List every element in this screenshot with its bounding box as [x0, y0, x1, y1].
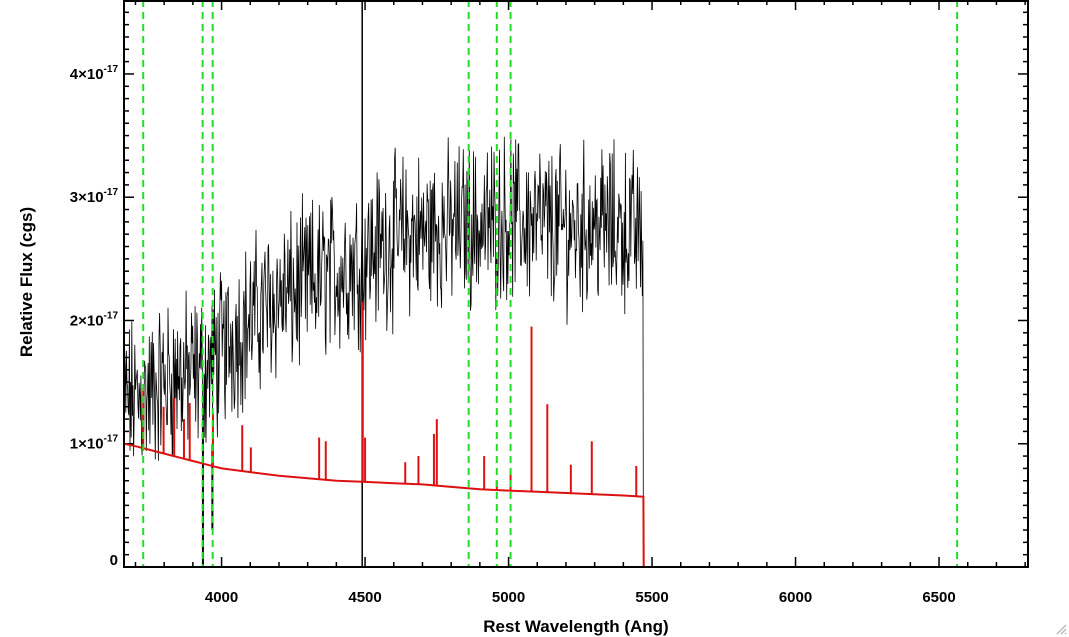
axis-ticks: [124, 0, 1028, 568]
y-tick-label: 3×10-17: [70, 187, 119, 206]
x-axis-label: Rest Wavelength (Ang): [483, 617, 668, 636]
y-tick-label: 1×10-17: [70, 434, 119, 453]
x-tick-labels: 4000 4500 5000 5500 6000 6500: [205, 589, 956, 606]
y-tick-labels: 0 1×10-17 2×10-17 3×10-17 4×10-17: [70, 64, 119, 569]
x-tick-label: 5500: [635, 589, 668, 606]
y-tick-label: 4×10-17: [70, 64, 119, 83]
marker-lines: [142, 0, 959, 567]
observed-spectrum-line: [123, 136, 644, 568]
x-tick-label: 4000: [205, 589, 238, 606]
x-tick-label: 6500: [922, 589, 955, 606]
model-spectrum-series: [123, 301, 1028, 568]
x-tick-label: 5000: [492, 589, 525, 606]
resize-grip-icon[interactable]: [1055, 623, 1067, 635]
model-continuum-line: [123, 442, 1028, 568]
x-tick-label: 6000: [779, 589, 812, 606]
y-tick-label: 0: [110, 552, 118, 569]
plot-frame: [123, 0, 1029, 568]
y-axis-label: Relative Flux (cgs): [17, 207, 36, 357]
y-tick-label: 2×10-17: [70, 310, 119, 329]
x-tick-label: 4500: [348, 589, 381, 606]
